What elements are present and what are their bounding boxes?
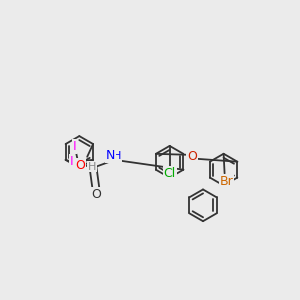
Text: Br: Br (220, 175, 233, 188)
Text: I: I (70, 155, 73, 168)
Text: O: O (75, 159, 85, 172)
Text: I: I (73, 140, 76, 153)
Text: N: N (106, 149, 116, 163)
Text: H: H (112, 151, 121, 161)
Text: H: H (88, 162, 96, 172)
Text: O: O (187, 150, 197, 163)
Text: Cl: Cl (164, 167, 176, 180)
Text: O: O (91, 188, 101, 201)
